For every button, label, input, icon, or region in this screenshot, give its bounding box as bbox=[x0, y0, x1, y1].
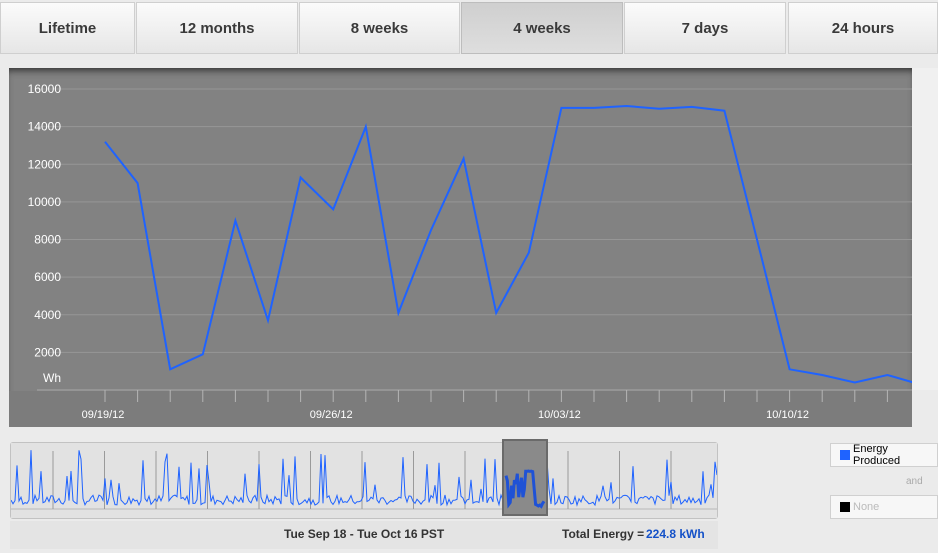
tab-7-days[interactable]: 7 days bbox=[624, 2, 786, 54]
navigator-series-line bbox=[10, 450, 718, 507]
y-tick-label-12000: 12000 bbox=[28, 157, 62, 171]
total-energy-value: 224.8 kWh bbox=[646, 527, 705, 541]
tab-8-weeks[interactable]: 8 weeks bbox=[299, 2, 460, 54]
y-tick-label-4000: 4000 bbox=[34, 308, 61, 322]
tab-12-months[interactable]: 12 months bbox=[136, 2, 298, 54]
y-tick-label-6000: 6000 bbox=[34, 270, 61, 284]
total-energy-label: Total Energy = bbox=[562, 527, 645, 541]
none-swatch-icon bbox=[840, 502, 850, 512]
chart-overflow-area bbox=[912, 68, 938, 390]
x-tick-label-09-19-12: 09/19/12 bbox=[82, 409, 125, 421]
date-range-label: Tue Sep 18 - Tue Oct 16 PST bbox=[284, 527, 445, 541]
x-tick-label-09-26-12: 09/26/12 bbox=[310, 409, 353, 421]
energy-chart: 2000 4000 6000 8000 10000 12000 14000 16000 Wh 09… bbox=[9, 68, 938, 427]
energy-produced-swatch-icon bbox=[840, 450, 850, 460]
legend-secondary-series[interactable]: None bbox=[830, 495, 938, 519]
y-tick-label-16000: 16000 bbox=[28, 82, 62, 96]
selected-range-mini-chart bbox=[504, 469, 546, 509]
y-axis-label: Wh bbox=[43, 371, 61, 385]
x-axis-band bbox=[9, 391, 912, 427]
legend-and-label: and bbox=[906, 476, 923, 487]
legend-secondary-label: None bbox=[853, 501, 880, 513]
tab-4-weeks[interactable]: 4 weeks bbox=[461, 2, 623, 54]
legend-primary-series[interactable]: Energy Produced bbox=[830, 443, 938, 467]
legend-primary-label: Energy Produced bbox=[853, 443, 901, 467]
x-tick-label-10-03-12: 10/03/12 bbox=[538, 409, 581, 421]
y-tick-label-8000: 8000 bbox=[34, 233, 61, 247]
tab-lifetime[interactable]: Lifetime bbox=[0, 2, 135, 54]
range-navigator[interactable] bbox=[10, 442, 718, 519]
navigator-mini-chart bbox=[10, 443, 718, 518]
tab-24-hours[interactable]: 24 hours bbox=[788, 2, 938, 54]
x-tick-label-10-10-12: 10/10/12 bbox=[766, 409, 809, 421]
range-selector-handle[interactable] bbox=[502, 439, 548, 516]
y-tick-label-10000: 10000 bbox=[28, 195, 62, 209]
y-tick-label-2000: 2000 bbox=[34, 345, 61, 359]
handle-series-line bbox=[504, 469, 546, 509]
energy-chart-svg: 2000 4000 6000 8000 10000 12000 14000 16000 Wh 09… bbox=[9, 82, 938, 427]
series-line-energy-produced bbox=[104, 104, 938, 386]
time-range-tabs: Lifetime 12 months 8 weeks 4 weeks 7 day… bbox=[0, 0, 938, 56]
y-tick-label-14000: 14000 bbox=[28, 120, 62, 134]
navigator-footer: Tue Sep 18 - Tue Oct 16 PST Total Energy… bbox=[10, 521, 718, 549]
